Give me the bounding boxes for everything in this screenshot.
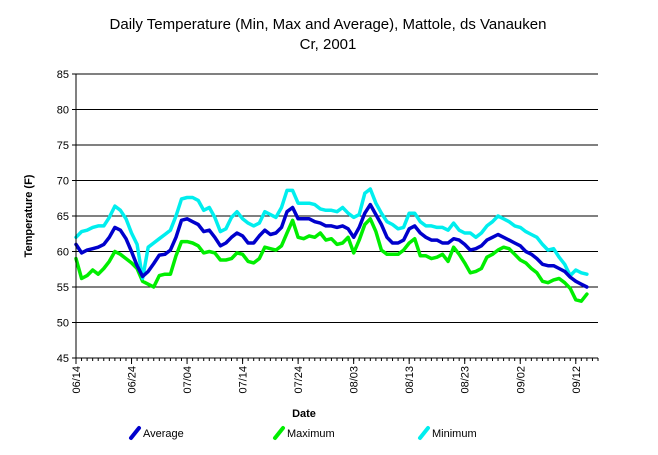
- x-tick-label: 09/12: [571, 366, 583, 394]
- y-tick-label: 75: [57, 140, 69, 152]
- y-tick-label: 85: [57, 69, 69, 81]
- y-axis-label: Temperature (F): [23, 174, 35, 257]
- y-axis-tick-labels: 45 50 55 60 65 70 75 80 85: [57, 69, 76, 365]
- legend-swatch-minimum: [418, 426, 430, 440]
- x-tick-label: 06/14: [71, 366, 83, 394]
- legend-label-average: Average: [143, 428, 184, 440]
- y-tick-label: 55: [57, 282, 69, 294]
- y-tick-label: 65: [57, 211, 69, 223]
- x-tick-label: 08/13: [404, 366, 416, 394]
- y-tick-label: 45: [57, 353, 69, 365]
- chart-title-line-1: Daily Temperature (Min, Max and Average)…: [110, 16, 547, 33]
- x-tick-label: 09/02: [515, 366, 527, 394]
- series-lines: [74, 187, 589, 303]
- chart-title-line-2: Cr, 2001: [300, 36, 357, 53]
- y-tick-label: 80: [57, 105, 69, 117]
- x-tick-label: 08/03: [349, 366, 361, 394]
- legend-swatch-maximum: [273, 426, 285, 440]
- legend-swatch-average: [129, 426, 141, 440]
- x-axis-tick-labels: 06/14 06/24 07/04 07/14 07/24 08/03 08/13 08/23…: [71, 358, 599, 394]
- legend-label-minimum: Minimum: [432, 428, 477, 440]
- series-line-maximum: [74, 217, 589, 303]
- legend: Average Maximum Minimum: [129, 426, 477, 440]
- x-axis-label: Date: [292, 408, 316, 420]
- x-tick-label: 07/04: [182, 366, 194, 394]
- series-line-average: [74, 202, 589, 289]
- x-tick-label: 07/24: [293, 366, 305, 394]
- y-tick-label: 70: [57, 176, 69, 188]
- series-line-minimum: [74, 187, 589, 281]
- x-tick-label: 08/23: [460, 366, 472, 394]
- legend-label-maximum: Maximum: [287, 428, 335, 440]
- x-tick-label: 06/24: [127, 366, 139, 394]
- gridlines: [76, 73, 598, 359]
- x-tick-label: 07/14: [238, 366, 250, 394]
- y-tick-label: 50: [57, 318, 69, 330]
- y-tick-label: 60: [57, 247, 69, 259]
